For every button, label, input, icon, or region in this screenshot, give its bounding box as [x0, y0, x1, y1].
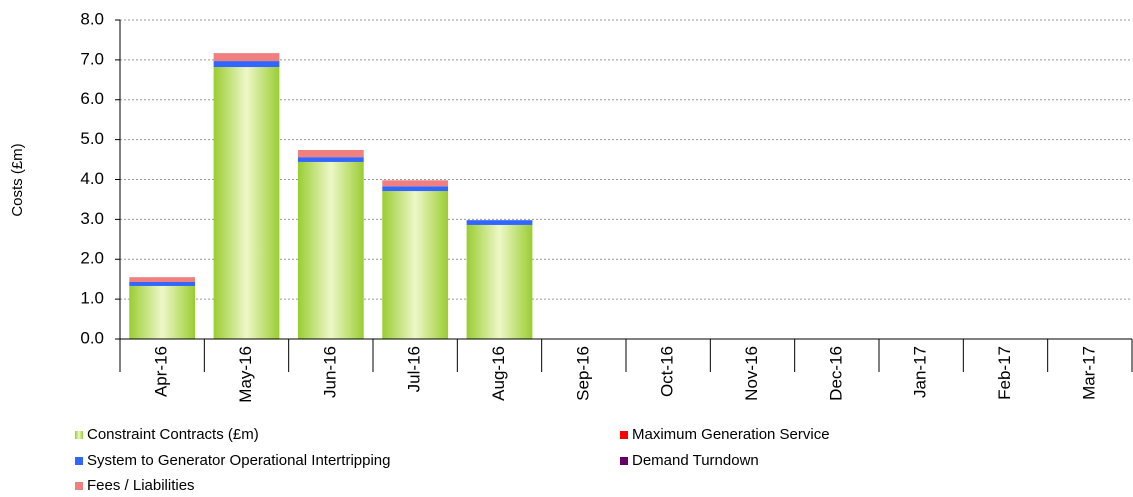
legend-label: System to Generator Operational Intertri… — [87, 452, 391, 469]
legend-label: Fees / Liabilities — [87, 477, 195, 494]
bar-segment — [129, 281, 196, 286]
y-tick-label: 2.0 — [80, 249, 104, 268]
y-tick-label: 8.0 — [80, 9, 104, 28]
bar-segment — [382, 191, 449, 339]
x-tick-label: Oct-16 — [658, 346, 677, 397]
y-tick-label: 5.0 — [80, 129, 104, 148]
legend-swatch — [620, 431, 628, 439]
legend-swatch — [75, 431, 83, 439]
x-tick-label: Sep-16 — [573, 346, 592, 401]
x-tick-label: Jan-17 — [911, 346, 930, 398]
y-tick-label: 0.0 — [80, 328, 104, 347]
bar-segment — [213, 61, 280, 68]
bar-segment — [466, 220, 533, 225]
y-tick-label: 1.0 — [80, 289, 104, 308]
x-tick-label: Dec-16 — [826, 346, 845, 401]
bar-segment — [129, 285, 196, 339]
x-tick-label: Apr-16 — [152, 346, 171, 397]
bar-segment — [129, 277, 196, 282]
bar-segment — [297, 157, 364, 162]
x-tick-label: Mar-17 — [1079, 346, 1098, 400]
legend-label: Maximum Generation Service — [632, 426, 830, 443]
bar-segment — [382, 180, 449, 187]
x-tick-label: Jun-16 — [320, 346, 339, 398]
x-tick-label: Jul-16 — [405, 346, 424, 392]
y-tick-label: 4.0 — [80, 169, 104, 188]
bar-segment — [213, 53, 280, 62]
bar-segment — [466, 224, 533, 339]
legend-swatch — [75, 457, 83, 465]
y-tick-label: 3.0 — [80, 209, 104, 228]
bar-segment — [213, 67, 280, 340]
y-axis-label: Costs (£m) — [9, 143, 26, 216]
y-tick-label: 6.0 — [80, 89, 104, 108]
x-tick-label: Aug-16 — [489, 346, 508, 401]
legend-swatch — [620, 457, 628, 465]
bar-segment — [382, 186, 449, 192]
legend-swatch — [75, 482, 83, 490]
x-tick-label: Nov-16 — [742, 346, 761, 401]
x-tick-label: May-16 — [236, 346, 255, 403]
legend-label: Constraint Contracts (£m) — [87, 426, 259, 443]
bar-segment — [297, 161, 364, 339]
x-tick-label: Feb-17 — [995, 346, 1014, 400]
legend-label: Demand Turndown — [632, 452, 759, 469]
y-tick-label: 7.0 — [80, 49, 104, 68]
bar-segment — [297, 149, 364, 158]
